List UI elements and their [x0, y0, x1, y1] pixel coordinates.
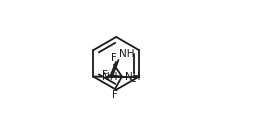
Text: F: F	[101, 70, 107, 80]
Text: F: F	[111, 53, 117, 63]
Text: NH: NH	[125, 72, 141, 82]
Text: NH: NH	[119, 49, 135, 59]
Text: F: F	[112, 90, 118, 100]
Text: 2: 2	[132, 75, 137, 84]
Text: NH: NH	[102, 72, 118, 82]
